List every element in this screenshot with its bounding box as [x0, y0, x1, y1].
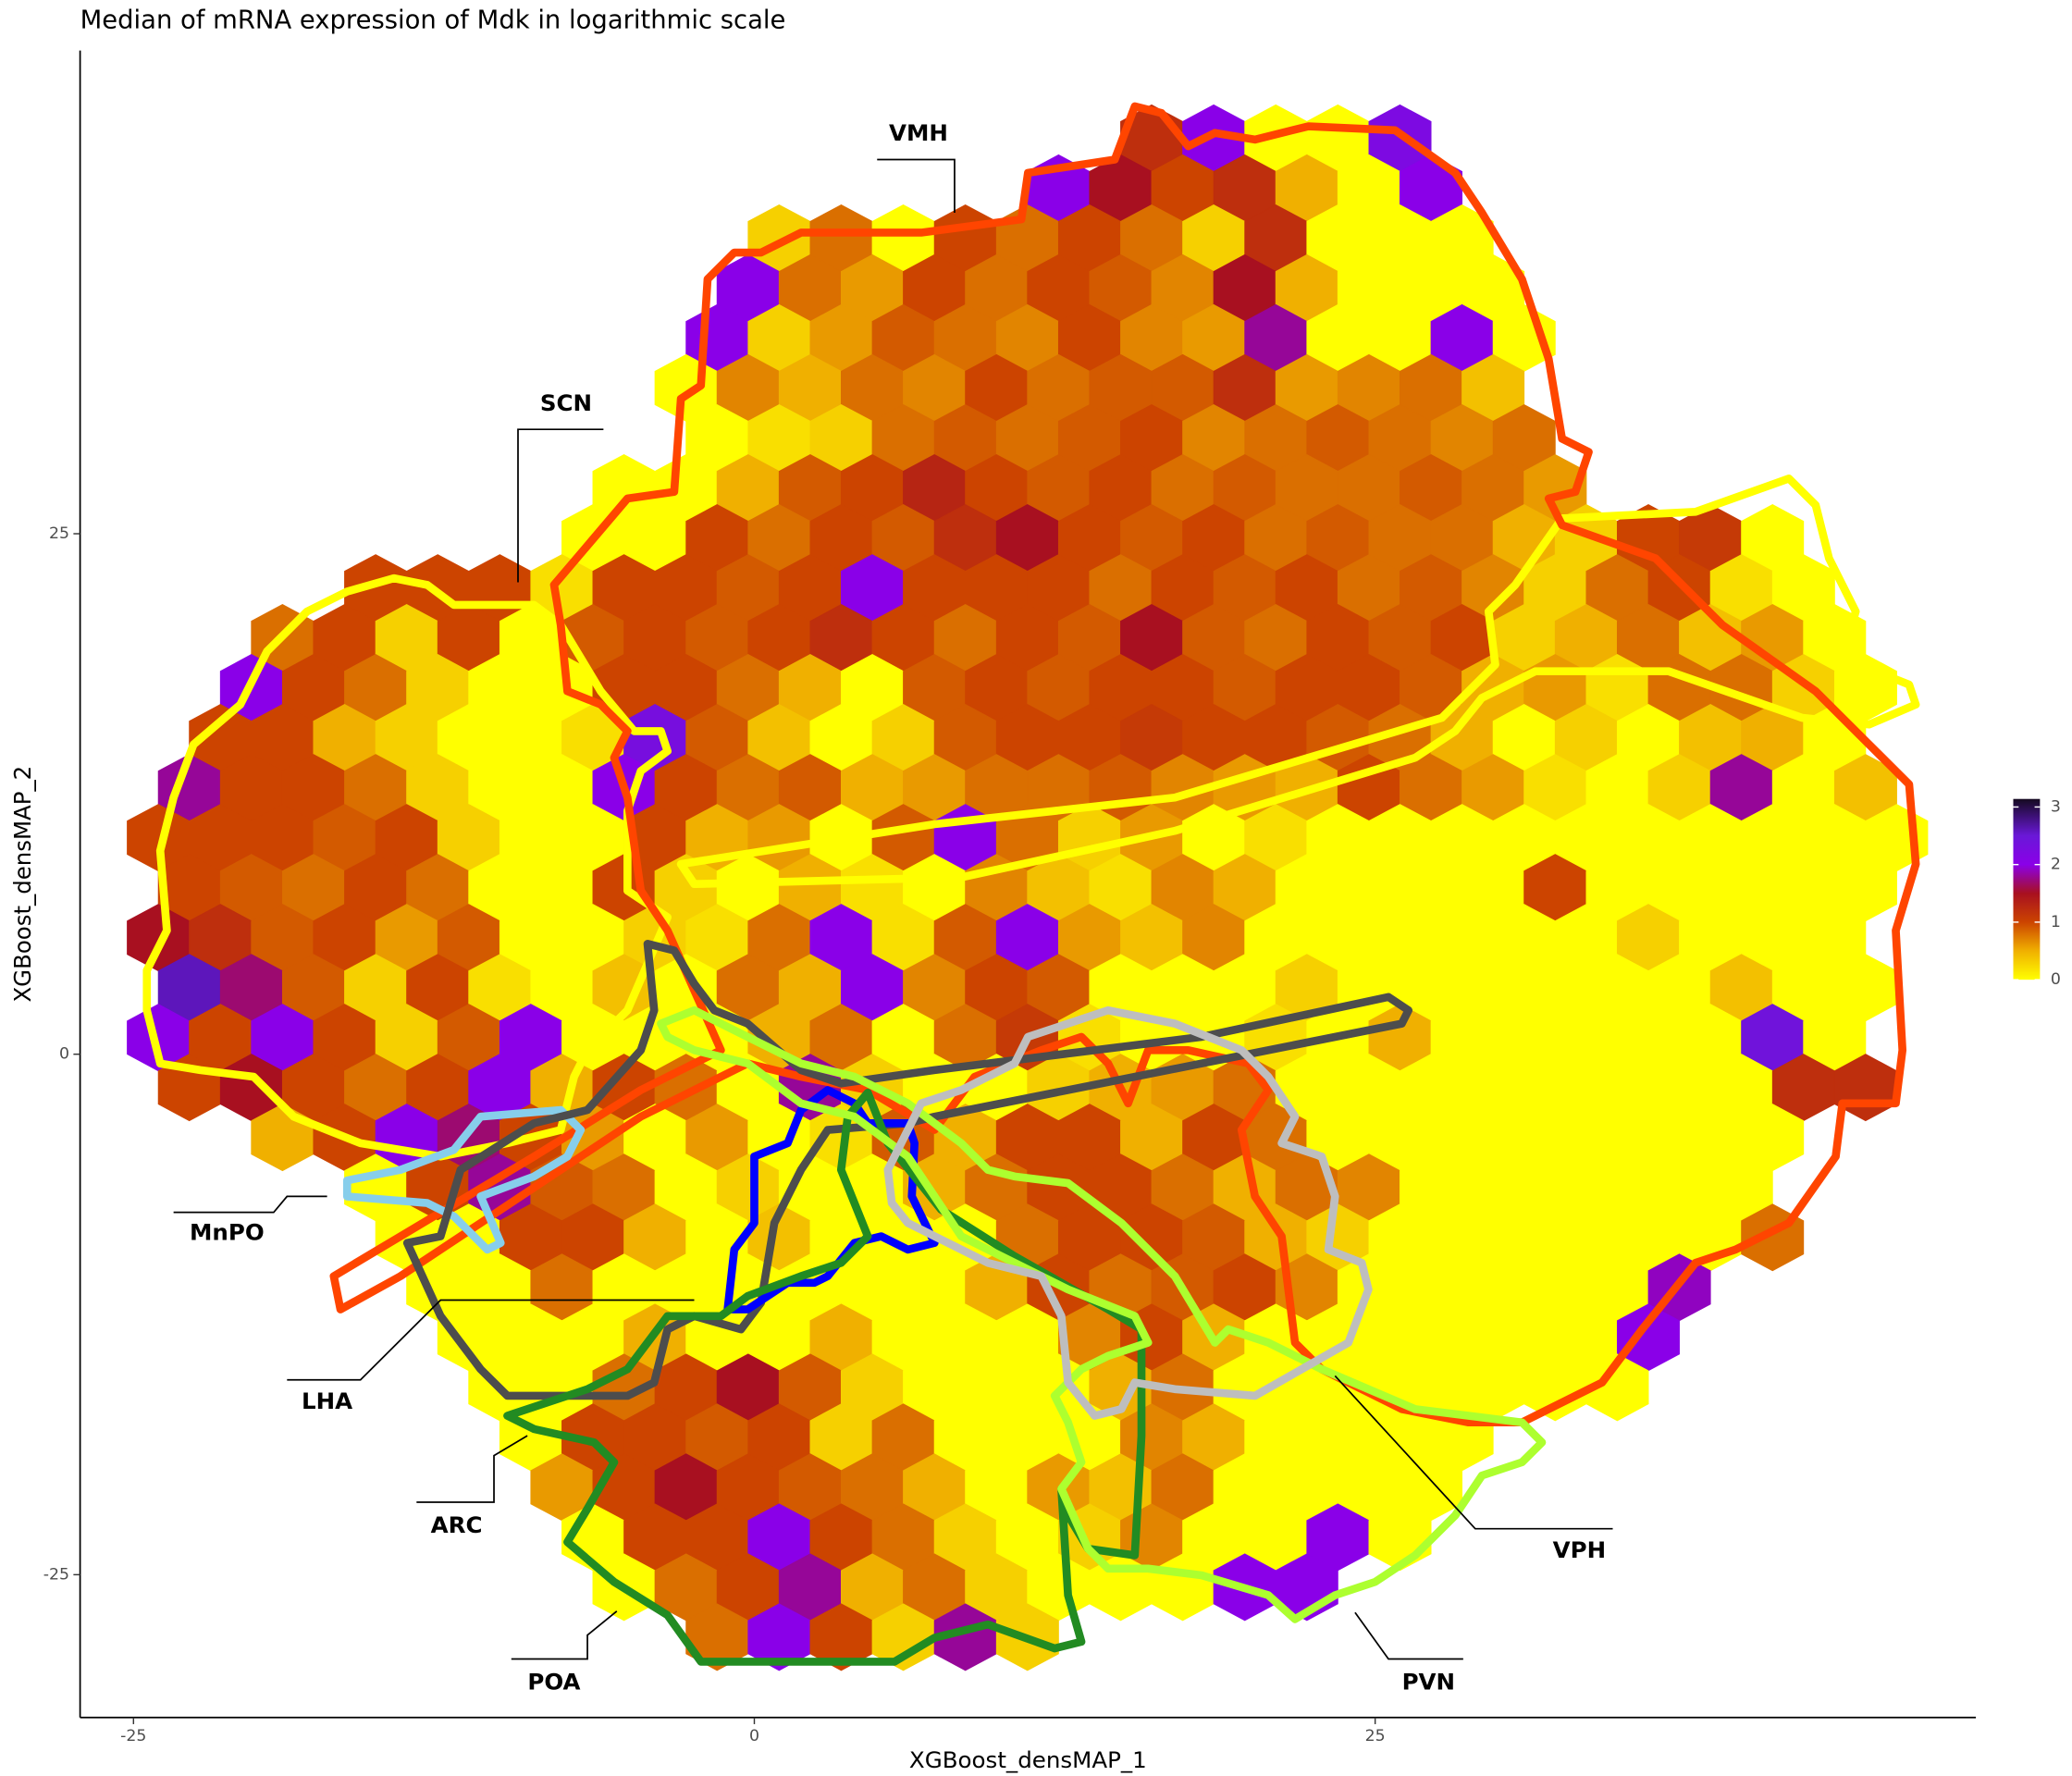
region-outline — [676, 475, 1920, 888]
region-label: ARC — [431, 1511, 483, 1538]
label-leader — [877, 158, 956, 213]
y-axis-title: XGBoost_densMAP_2 — [9, 766, 36, 1003]
label-leader — [173, 1195, 327, 1214]
x-tick-label: 25 — [1365, 1727, 1386, 1745]
region-outline — [503, 1089, 1146, 1666]
y-tick-label: 25 — [49, 524, 69, 543]
x-tick-label: -25 — [120, 1727, 146, 1745]
axes: -25 0 25 -25 0 25 0 1 2 3 — [43, 50, 2061, 1745]
label-leader — [416, 1435, 528, 1503]
region-outline — [342, 1105, 586, 1254]
colorbar-tick-label: 2 — [2051, 856, 2061, 874]
colorbar-tick-label: 1 — [2051, 913, 2061, 931]
label-leader — [1334, 1375, 1613, 1530]
x-axis-title: XGBoost_densMAP_1 — [909, 1746, 1147, 1773]
y-tick-label: 0 — [59, 1045, 69, 1064]
colorbar-tick-label: 0 — [2051, 970, 2061, 989]
label-leader — [517, 428, 604, 583]
label-leader — [1354, 1611, 1463, 1660]
region-label: PVN — [1402, 1668, 1455, 1695]
x-tick-label: 0 — [749, 1727, 759, 1745]
y-tick-label: -25 — [43, 1565, 69, 1584]
colorbar-tick-label: 3 — [2051, 797, 2061, 816]
colorbar — [2013, 798, 2041, 980]
label-leader — [511, 1610, 618, 1660]
region-label: POA — [527, 1668, 580, 1695]
hexbin-layer — [127, 104, 1929, 1671]
region-label: VMH — [889, 119, 948, 146]
region-outline — [329, 102, 1920, 1427]
region-layer: SCN VMH MnPO LHA ARC POA PVN VPH — [142, 102, 1920, 1695]
hexbin — [1585, 1353, 1649, 1422]
region-outline — [657, 1005, 1547, 1623]
region-label: SCN — [540, 389, 592, 416]
chart-title: Median of mRNA expression of Mdk in loga… — [80, 6, 786, 35]
region-outline — [142, 574, 672, 1161]
region-label: LHA — [302, 1388, 352, 1414]
label-leader — [287, 1299, 695, 1381]
region-outline — [883, 1005, 1373, 1420]
region-label: MnPO — [190, 1219, 265, 1246]
region-outline — [402, 940, 1413, 1400]
region-label: VPH — [1553, 1536, 1606, 1563]
